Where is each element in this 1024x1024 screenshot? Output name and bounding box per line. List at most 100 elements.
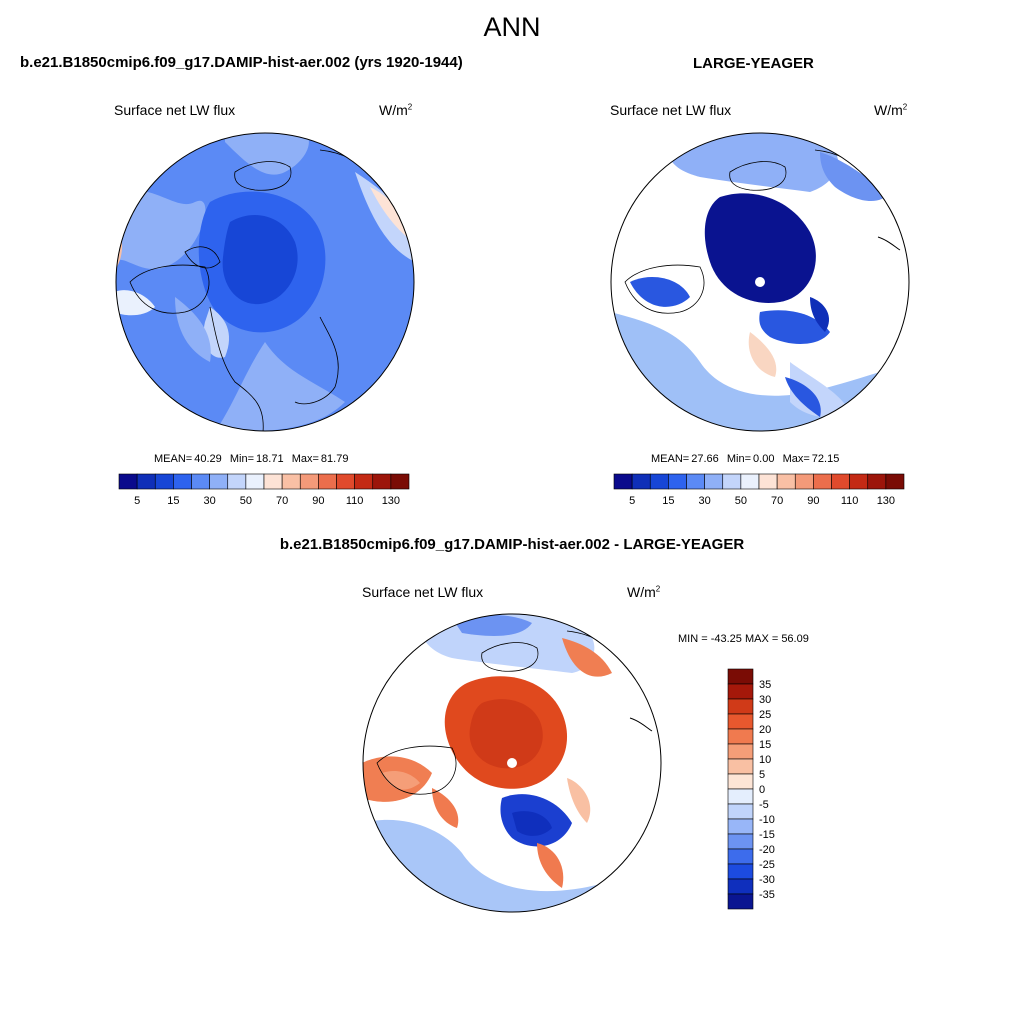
diff-colorbar-box xyxy=(727,713,754,730)
diff-colorbar-tick-label: 25 xyxy=(759,709,771,721)
diff-colorbar-box xyxy=(727,848,754,865)
model-colorbar-box xyxy=(390,473,410,490)
obs-stats: MEAN= 27.66 Min= 0.00 Max= 72.15 xyxy=(651,453,840,465)
obs-units-label: W/m2 xyxy=(874,102,908,118)
model-colorbar-tick-label: 130 xyxy=(382,495,400,507)
diff-colorbar-tick-label: -5 xyxy=(759,799,769,811)
model-colorbar-box xyxy=(372,473,392,490)
diff-colorbar: 35 30 25 20 15 10 5 0 -5 -10 -15 -20 -25 -30 -35 xyxy=(727,668,775,910)
obs-colorbar-tick-label: 30 xyxy=(699,495,711,507)
model-colorbar-tick-label: 30 xyxy=(204,495,216,507)
diff-colorbar-tick-label: 35 xyxy=(759,679,771,691)
obs-colorbar-box xyxy=(885,473,905,490)
obs-variable-label: Surface net LW flux xyxy=(610,102,732,118)
model-case-title: b.e21.B1850cmip6.f09_g17.DAMIP-hist-aer.… xyxy=(20,54,463,71)
model-colorbar-box xyxy=(136,473,156,490)
model-colorbar-box xyxy=(281,473,301,490)
diff-colorbar-tick-label: -35 xyxy=(759,889,775,901)
diff-minmax: MIN = -43.25 MAX = 56.09 xyxy=(678,633,809,645)
diff-colorbar-tick-label: -10 xyxy=(759,814,775,826)
diff-polar-map xyxy=(362,613,662,913)
diff-colorbar-tick-label: -25 xyxy=(759,859,775,871)
diff-units-label: W/m2 xyxy=(627,584,661,600)
model-colorbar-box xyxy=(209,473,229,490)
obs-colorbar-tick-label: 110 xyxy=(841,495,859,507)
model-colorbar-box xyxy=(245,473,265,490)
diff-colorbar-box xyxy=(727,773,754,790)
obs-colorbar-box xyxy=(613,473,633,490)
model-variable-label: Surface net LW flux xyxy=(114,102,236,118)
diff-map-border xyxy=(362,613,662,913)
model-colorbar-box xyxy=(173,473,192,490)
obs-colorbar-box xyxy=(740,473,760,490)
diff-colorbar-box xyxy=(727,683,754,700)
diff-colorbar-tick-label: 5 xyxy=(759,769,765,781)
diff-colorbar-box xyxy=(727,863,754,880)
obs-colorbar-tick-label: 50 xyxy=(735,495,747,507)
model-colorbar-box xyxy=(191,473,210,490)
obs-colorbar-box xyxy=(686,473,705,490)
obs-colorbar-tick-label: 70 xyxy=(771,495,783,507)
obs-colorbar-box xyxy=(668,473,687,490)
diff-colorbar-box xyxy=(727,788,754,805)
diff-colorbar-tick-label: 0 xyxy=(759,784,765,796)
model-units-label: W/m2 xyxy=(379,102,413,118)
obs-colorbar-tick-label: 15 xyxy=(662,495,674,507)
obs-polar-map xyxy=(610,132,910,432)
model-colorbar-box xyxy=(154,473,174,490)
diff-colorbar-box xyxy=(727,893,754,910)
diff-case-title: b.e21.B1850cmip6.f09_g17.DAMIP-hist-aer.… xyxy=(279,536,745,553)
diff-colorbar-box xyxy=(727,803,754,820)
model-colorbar-tick-label: 15 xyxy=(167,495,179,507)
diff-colorbar-tick-label: -20 xyxy=(759,844,775,856)
obs-colorbar: 5 15 30 50 70 90 110 130 xyxy=(613,473,905,507)
obs-colorbar-box xyxy=(831,473,850,490)
diff-colorbar-box xyxy=(727,818,754,835)
model-colorbar-box xyxy=(354,473,374,490)
model-stats: MEAN= 40.29 Min= 18.71 Max= 81.79 xyxy=(154,453,349,465)
obs-colorbar-tick-label: 130 xyxy=(877,495,895,507)
model-colorbar-box xyxy=(318,473,337,490)
model-colorbar-box xyxy=(299,473,319,490)
model-map-border xyxy=(115,132,415,432)
obs-colorbar-box xyxy=(631,473,651,490)
obs-colorbar-box xyxy=(722,473,742,490)
model-colorbar-tick-label: 110 xyxy=(346,495,364,507)
diff-colorbar-box xyxy=(727,668,754,685)
obs-colorbar-box xyxy=(813,473,832,490)
model-colorbar-box xyxy=(336,473,355,490)
diff-colorbar-box xyxy=(727,833,754,850)
model-colorbar-tick-label: 90 xyxy=(312,495,324,507)
model-colorbar-box xyxy=(263,473,283,490)
obs-colorbar-box xyxy=(867,473,887,490)
diff-colorbar-tick-label: 30 xyxy=(759,694,771,706)
diff-colorbar-tick-label: 20 xyxy=(759,724,771,736)
obs-colorbar-box xyxy=(794,473,814,490)
diff-colorbar-tick-label: 15 xyxy=(759,739,771,751)
model-colorbar-tick-label: 70 xyxy=(276,495,288,507)
model-polar-map xyxy=(115,132,415,432)
obs-colorbar-box xyxy=(649,473,669,490)
model-colorbar-box xyxy=(118,473,138,490)
diff-colorbar-box xyxy=(727,698,754,715)
diff-colorbar-box xyxy=(727,878,754,895)
obs-colorbar-box xyxy=(704,473,724,490)
obs-colorbar-tick-label: 90 xyxy=(807,495,819,507)
obs-colorbar-box xyxy=(849,473,869,490)
model-colorbar-tick-label: 5 xyxy=(134,495,140,507)
obs-case-title: LARGE-YEAGER xyxy=(693,55,814,72)
diff-colorbar-box xyxy=(727,758,754,775)
obs-colorbar-tick-label: 5 xyxy=(629,495,635,507)
model-colorbar-box xyxy=(227,473,247,490)
diff-colorbar-tick-label: 10 xyxy=(759,754,771,766)
diff-colorbar-tick-label: -30 xyxy=(759,874,775,886)
obs-map-border xyxy=(610,132,910,432)
obs-colorbar-box xyxy=(758,473,778,490)
diff-colorbar-tick-label: -15 xyxy=(759,829,775,841)
main-title: ANN xyxy=(483,12,541,42)
model-colorbar-tick-label: 50 xyxy=(240,495,252,507)
obs-colorbar-box xyxy=(776,473,796,490)
diff-colorbar-box xyxy=(727,728,754,745)
model-colorbar: 5 15 30 50 70 90 110 130 xyxy=(118,473,410,507)
diff-variable-label: Surface net LW flux xyxy=(362,584,484,600)
